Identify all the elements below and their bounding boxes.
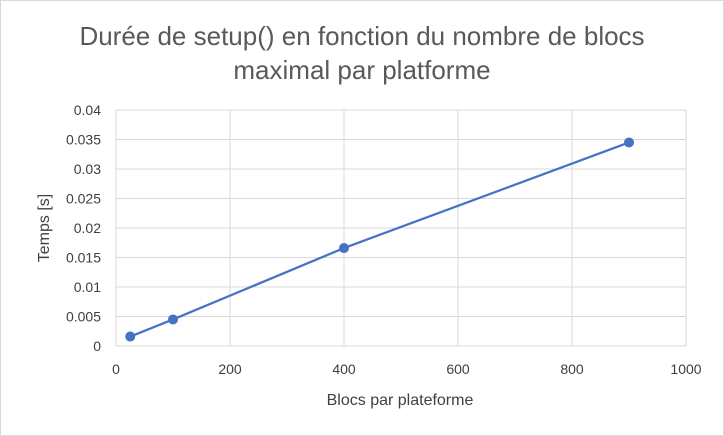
data-point [168, 314, 178, 325]
x-tick-label: 600 [446, 361, 470, 377]
y-tick-labels: 0 0.005 0.01 0.015 0.02 0.025 0.03 0.035 0.04 [66, 102, 101, 354]
y-axis-title: Temps [s] [36, 194, 53, 262]
y-tick-label: 0.04 [74, 102, 101, 118]
x-tick-labels: 0 200 400 600 800 1000 [112, 361, 702, 377]
x-tick-label: 0 [112, 361, 120, 377]
x-tick-label: 200 [218, 361, 242, 377]
data-point [125, 331, 136, 342]
chart-title-line-2: maximal par platforme [233, 55, 490, 85]
y-tick-label: 0.035 [66, 132, 101, 148]
y-tick-label: 0.01 [74, 279, 101, 295]
series-line [129, 141, 630, 338]
chart-title-line-1: Durée de setup() en fonction du nombre d… [79, 21, 644, 51]
y-tick-label: 0.005 [66, 309, 101, 325]
x-tick-label: 400 [332, 361, 356, 377]
y-tick-label: 0.015 [66, 250, 101, 266]
data-point [339, 243, 349, 254]
y-tick-label: 0.025 [66, 191, 101, 207]
grid-layer [115, 109, 687, 347]
y-tick-label: 0 [93, 338, 101, 354]
y-tick-label: 0.03 [74, 161, 101, 177]
x-axis-title: Blocs par plateforme [327, 392, 474, 409]
x-tick-label: 800 [560, 361, 584, 377]
data-point [624, 137, 634, 148]
series-layer [125, 137, 634, 342]
x-tick-label: 1000 [670, 361, 701, 377]
y-tick-label: 0.02 [74, 220, 101, 236]
